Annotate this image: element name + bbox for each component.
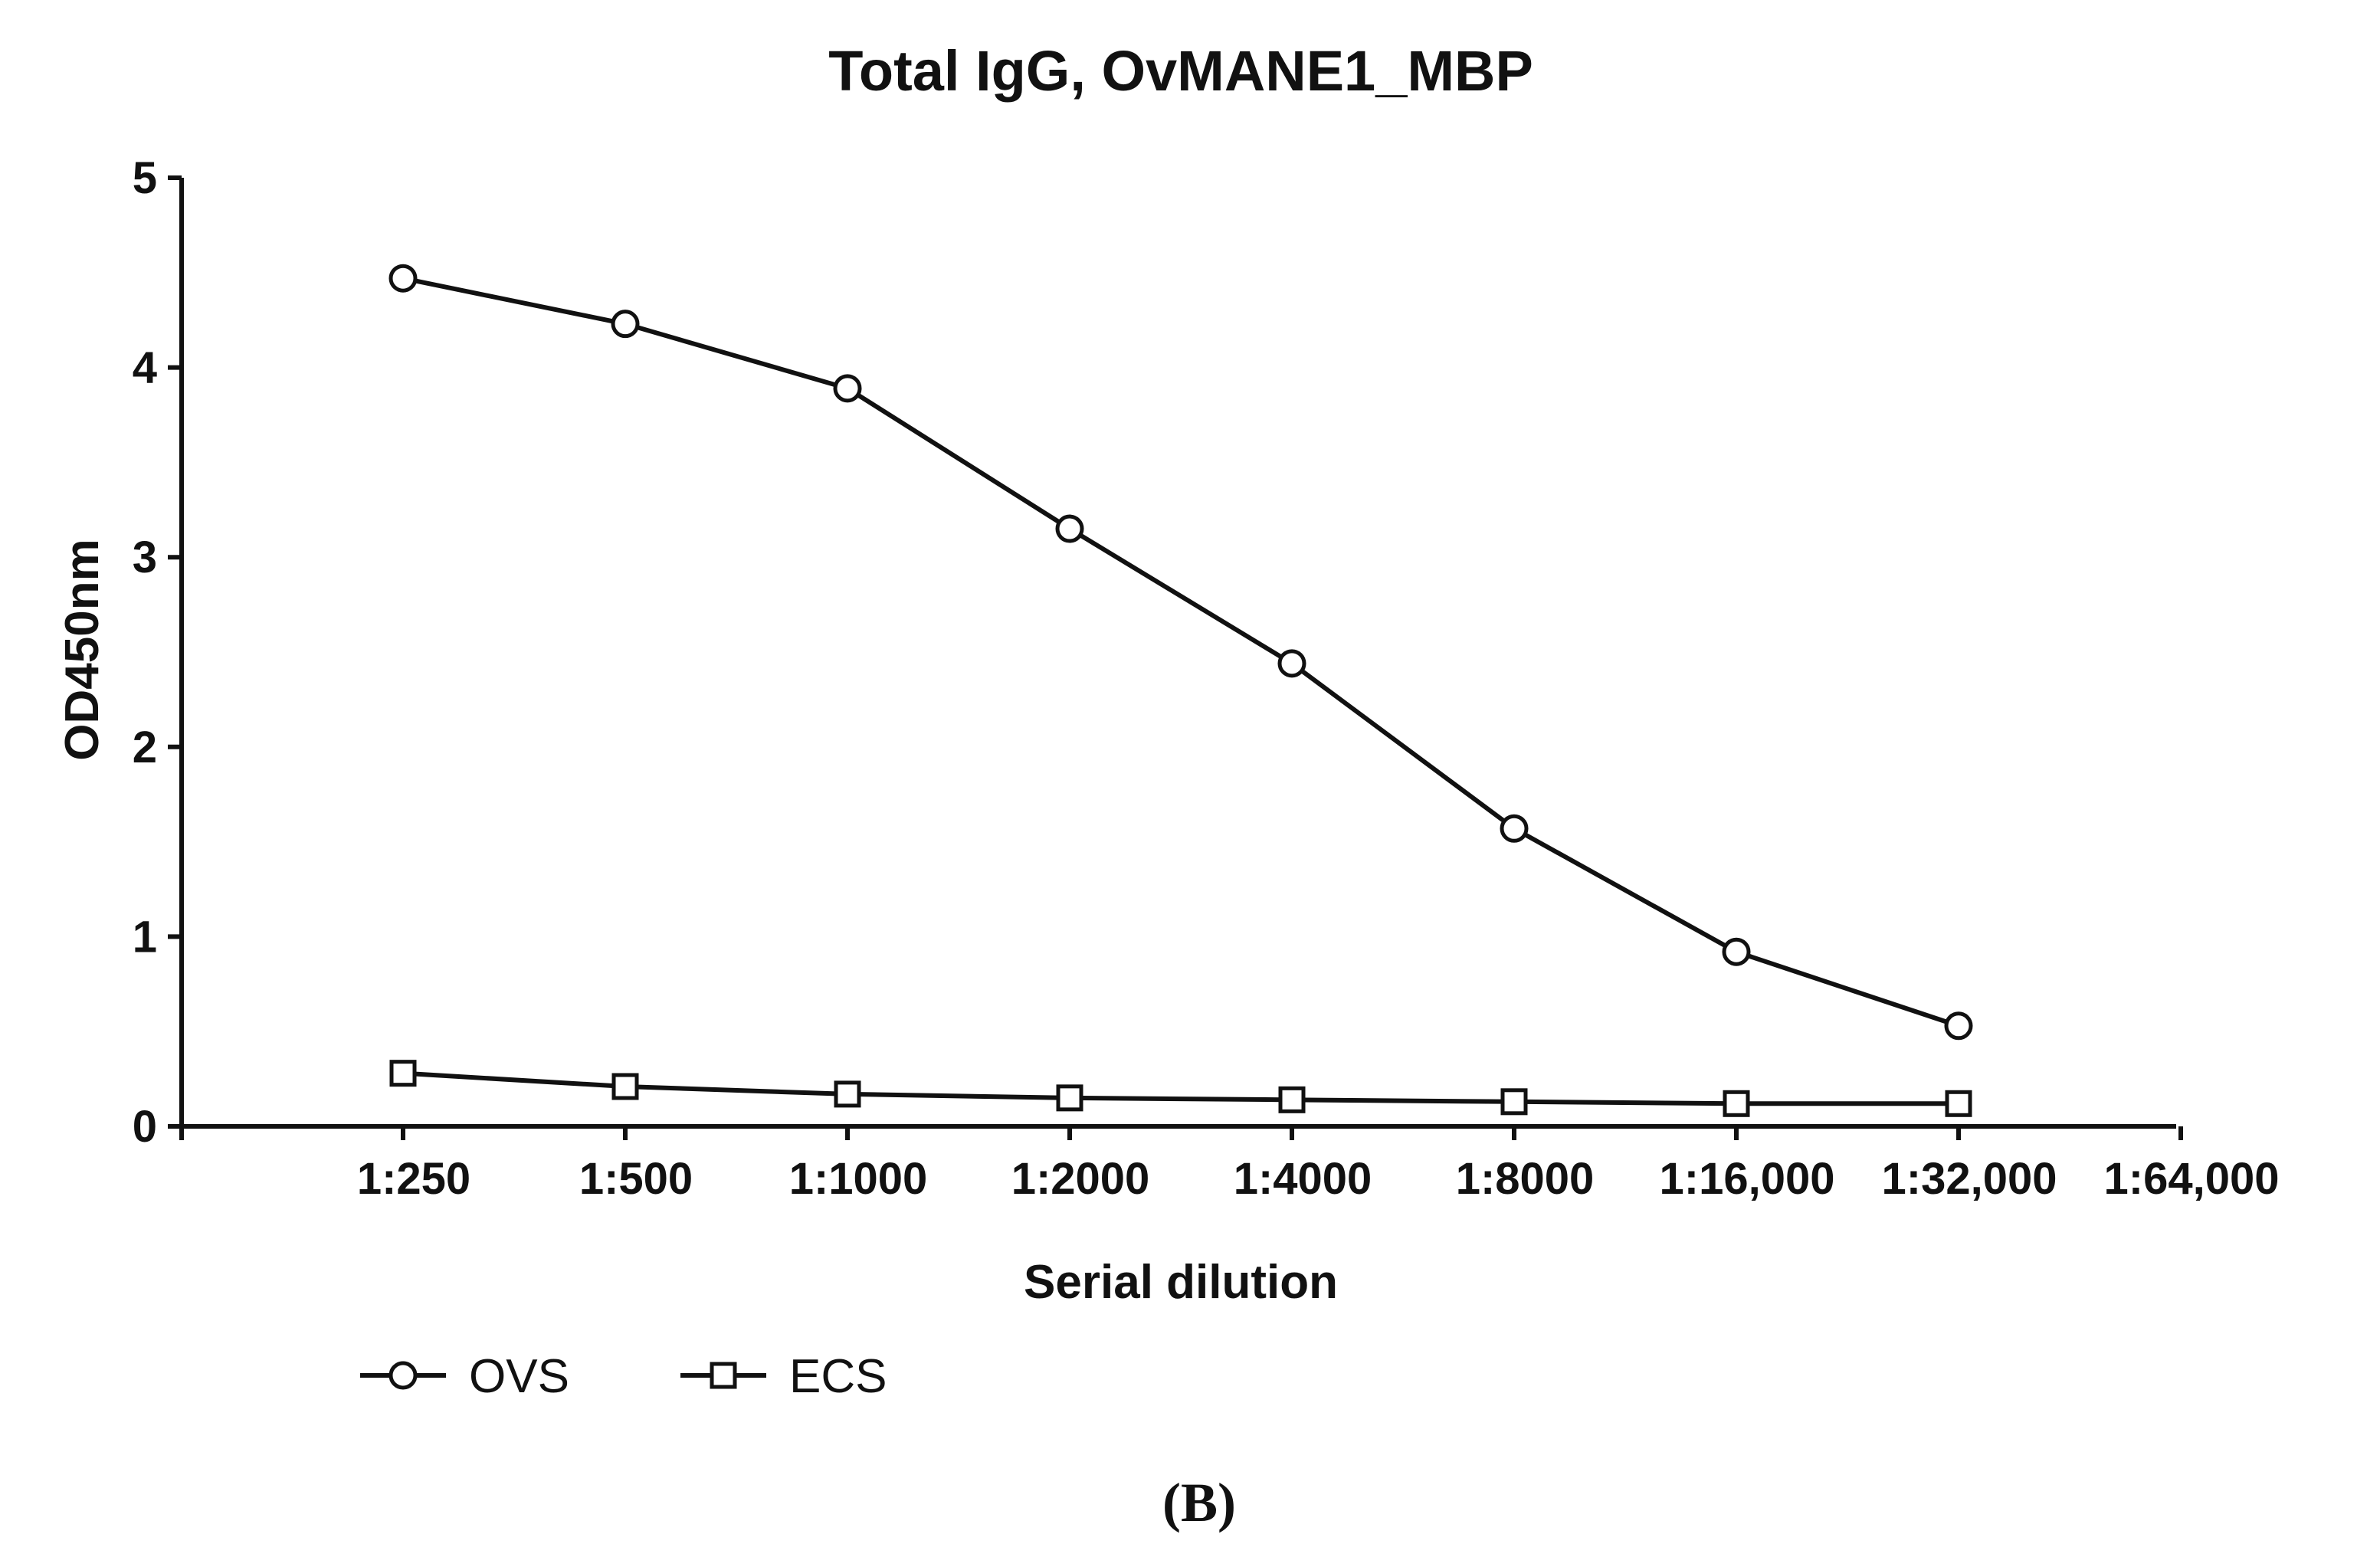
data-point-ovs <box>833 374 862 403</box>
series-ecs <box>389 1060 1972 1117</box>
series-line-ecs <box>402 1070 1959 1106</box>
x-tick-label: 1:32,000 <box>1882 1154 2057 1204</box>
data-point-ecs <box>611 1073 639 1100</box>
data-point-ovs <box>611 310 640 339</box>
x-tick-label: 1:2000 <box>1011 1154 1150 1204</box>
legend-item-ovs: OVS <box>360 1350 569 1403</box>
chart-title: Total IgG, OvMANE1_MBP <box>828 39 1533 103</box>
x-axis: 1:250 1:500 1:1000 1:2000 1:4000 1:8000 1:16,0… <box>179 1124 2280 1204</box>
x-tick-label: 1:4000 <box>1234 1154 1372 1204</box>
data-point-ecs <box>1500 1088 1528 1116</box>
data-point-ecs <box>834 1080 861 1108</box>
series-ovs <box>388 264 1973 1041</box>
x-tick-label: 1:16,000 <box>1660 1154 1835 1204</box>
x-tick-label: 1:1000 <box>789 1154 928 1204</box>
legend-item-ecs: ECS <box>680 1350 887 1403</box>
x-tick-label: 1:250 <box>357 1154 470 1204</box>
data-point-ovs <box>1944 1011 1973 1041</box>
y-axis-label: OD450nm <box>56 539 109 760</box>
legend: OVS ECS <box>360 1350 887 1403</box>
y-tick-label: 4 <box>133 343 157 393</box>
data-point-ovs <box>388 264 418 293</box>
data-point-ovs <box>1277 649 1306 678</box>
y-tick-label: 2 <box>133 723 157 772</box>
data-point-ovs <box>1055 514 1084 543</box>
y-tick-label: 0 <box>133 1102 157 1152</box>
data-point-ecs <box>1278 1086 1306 1113</box>
x-tick-label: 1:500 <box>579 1154 693 1204</box>
y-tick-label: 1 <box>133 912 157 962</box>
series-layer <box>388 264 1973 1117</box>
data-point-ecs <box>1056 1084 1083 1112</box>
data-point-ovs <box>1722 937 1751 966</box>
data-point-ecs <box>1723 1090 1750 1117</box>
data-point-ovs <box>1500 814 1529 843</box>
y-tick-label: 3 <box>133 533 157 582</box>
data-point-ecs <box>1945 1090 1972 1117</box>
y-tick-label: 5 <box>133 153 157 203</box>
legend-marker-circle <box>388 1361 418 1390</box>
x-axis-label: Serial dilution <box>1024 1256 1338 1309</box>
y-axis: 0 1 2 3 4 5 <box>133 153 184 1152</box>
data-point-ecs <box>389 1060 417 1087</box>
legend-marker-square <box>710 1362 737 1389</box>
legend-label: ECS <box>789 1350 887 1403</box>
legend-label: OVS <box>469 1350 569 1403</box>
x-tick-label: 1:8000 <box>1456 1154 1595 1204</box>
x-tick-label: 1:64,000 <box>2104 1154 2280 1204</box>
series-line-ovs <box>402 276 1959 1028</box>
panel-label: (B) <box>1162 1472 1236 1533</box>
